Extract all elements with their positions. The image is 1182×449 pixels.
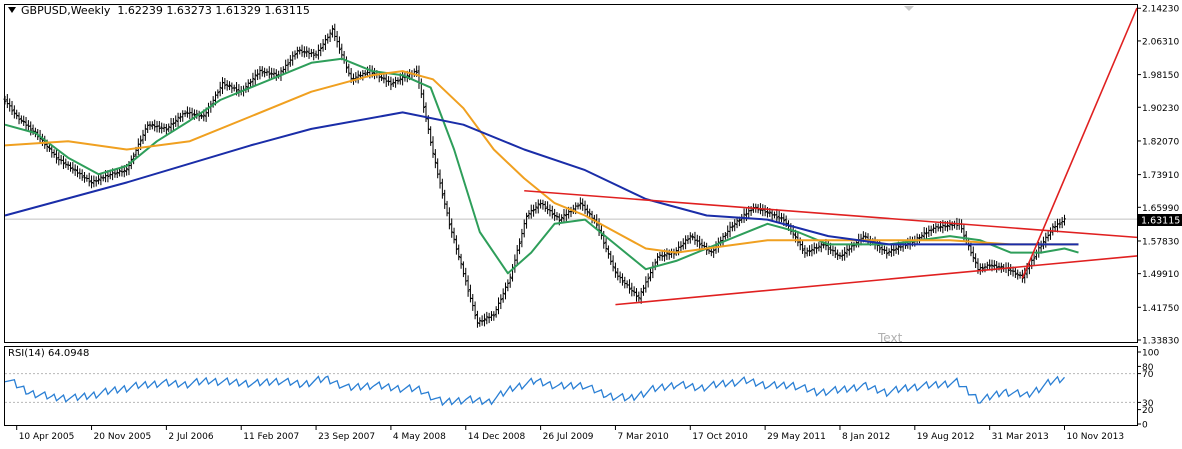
slow-moving-average-line [4, 111, 1079, 246]
time-axis-label: 10 Apr 2005 [19, 432, 75, 442]
price-axis-label: 2.06310 [1142, 37, 1179, 47]
price-axis-label: 2.14230 [1142, 5, 1179, 15]
time-axis-label: 14 Dec 2008 [468, 432, 526, 442]
time-axis-label: 29 May 2011 [767, 432, 826, 442]
rsi-panel-frame [4, 346, 1138, 426]
rsi-axis-label: 70 [1142, 370, 1154, 380]
rsi-axis-label: 0 [1142, 421, 1148, 431]
text-annotation[interactable]: Text [878, 331, 903, 345]
price-axis-label: 1.73910 [1142, 171, 1179, 181]
rsi-title: RSI(14) 64.0948 [8, 348, 90, 359]
rsi-axis-label: 20 [1142, 406, 1154, 416]
upper-trendline [524, 189, 1138, 239]
current-price-tag-bg [1138, 214, 1182, 226]
time-axis-label: 17 Oct 2010 [692, 432, 748, 442]
time-axis-label: 10 Nov 2013 [1066, 432, 1124, 442]
time-axis-label: 8 Jan 2012 [842, 432, 890, 442]
time-axis-label: 11 Feb 2007 [243, 432, 299, 442]
time-axis-label: 4 May 2008 [393, 432, 446, 442]
price-axis-label: 1.41750 [1142, 304, 1179, 314]
time-axis-label: 23 Sep 2007 [318, 432, 375, 442]
medium-moving-average-line [4, 70, 1079, 254]
time-axis-label: 26 Jul 2009 [543, 432, 594, 442]
breakout-trendline [1021, 7, 1138, 279]
lower-trendline [615, 255, 1138, 306]
time-axis-label: 7 Mar 2010 [617, 432, 669, 442]
dropdown-triangle-icon[interactable] [8, 7, 16, 13]
rsi-axis-label: 80 [1142, 363, 1154, 373]
current-price-tag: 1.63115 [1141, 216, 1180, 227]
rsi-axis-label: 30 [1142, 399, 1154, 409]
price-axis-label: 1.82070 [1142, 137, 1179, 147]
chart-title: GBPUSD,Weekly 1.62239 1.63273 1.61329 1.… [8, 4, 310, 17]
time-axis-label: 19 Aug 2012 [917, 432, 975, 442]
chart-ohlc: 1.62239 1.63273 1.61329 1.63115 [117, 4, 310, 17]
price-axis-label: 1.65990 [1142, 204, 1179, 214]
chart-shift-marker-icon[interactable] [904, 6, 914, 11]
price-axis-label: 1.57830 [1142, 237, 1179, 247]
price-axis-label: 1.33830 [1142, 337, 1179, 347]
price-axis-label: 1.90230 [1142, 104, 1179, 114]
price-axis-label: 1.49910 [1142, 270, 1179, 280]
rsi-axis-label: 100 [1142, 349, 1159, 359]
rsi-line [4, 375, 1065, 407]
price-axis-label: 1.98150 [1142, 71, 1179, 81]
chart-symbol: GBPUSD,Weekly [21, 4, 111, 17]
time-axis-label: 31 Mar 2013 [992, 432, 1049, 442]
time-axis-label: 2 Jul 2006 [168, 432, 213, 442]
main-panel-frame [4, 4, 1138, 343]
time-axis-label: 20 Nov 2005 [94, 432, 152, 442]
